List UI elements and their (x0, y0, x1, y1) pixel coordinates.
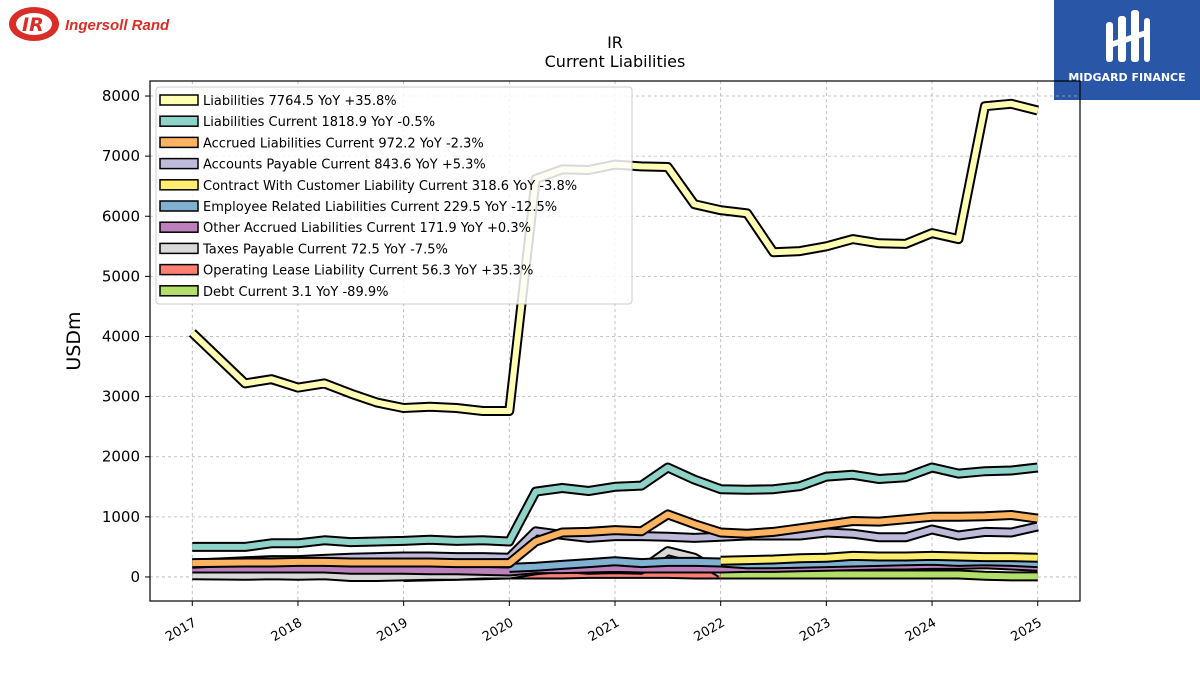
x-tick-label: 2022 (692, 615, 728, 645)
legend-label: Liabilities Current 1818.9 YoY -0.5% (203, 115, 435, 130)
legend-swatch (159, 242, 199, 255)
legend-label: Liabilities 7764.5 YoY +35.8% (203, 94, 397, 109)
y-axis-ticks: 0 1000 2000 3000 4000 5000 6000 7000 8000 (102, 87, 150, 586)
legend-entry: Contract With Customer Liability Current… (159, 179, 577, 194)
legend-swatch (159, 221, 199, 233)
y-tick-label: 4000 (102, 327, 140, 345)
logo-wordmark-text: Ingersoll Rand (65, 17, 170, 34)
y-tick-label: 8000 (102, 87, 140, 105)
y-tick-label: 0 (130, 568, 140, 586)
legend-swatch (159, 200, 199, 212)
legend-swatch (159, 94, 199, 106)
series-lines (188, 98, 1039, 582)
series-debt-current (720, 569, 1038, 582)
legend-entry: Employee Related Liabilities Current 229… (159, 200, 557, 215)
legend-entry: Liabilities Current 1818.9 YoY -0.5% (159, 115, 435, 130)
x-tick-label: 2023 (797, 615, 833, 645)
legend-entry: Operating Lease Liability Current 56.3 Y… (159, 263, 533, 279)
legend-label: Taxes Payable Current 72.5 YoY -7.5% (202, 242, 448, 257)
y-tick-label: 5000 (102, 267, 140, 285)
y-tick-label: 1000 (102, 508, 140, 526)
legend-box (155, 86, 633, 305)
ingersoll-rand-logo: IR Ingersoll Rand (4, 4, 174, 44)
logo-mark-text: IR (22, 14, 44, 36)
y-tick-label: 2000 (102, 448, 140, 466)
series-line (720, 571, 1038, 580)
x-tick-label: 2017 (163, 615, 199, 645)
y-tick-label: 7000 (102, 147, 140, 165)
chart-title: IR (607, 33, 623, 52)
legend-label: Other Accrued Liabilities Current 171.9 … (203, 221, 531, 236)
legend-label: Employee Related Liabilities Current 229… (203, 200, 557, 215)
midgard-finance-text: MIDGARD FINANCE (1068, 71, 1185, 84)
legend-label: Debt Current 3.1 YoY -89.9% (203, 285, 389, 300)
legend-entry: Debt Current 3.1 YoY -89.9% (159, 285, 389, 300)
legend-label: Accrued Liabilities Current 972.2 YoY -2… (203, 136, 484, 151)
x-tick-label: 2020 (480, 615, 516, 645)
midgard-emblem-icon (1106, 10, 1150, 62)
legend-swatch (159, 115, 199, 127)
x-tick-label: 2021 (586, 615, 622, 645)
x-tick-label: 2024 (903, 615, 939, 645)
x-tick-label: 2025 (1009, 615, 1045, 645)
x-axis-ticks: 2017 2018 2019 2020 2021 2022 2023 2024 2025 (163, 601, 1045, 645)
legend-swatch (159, 285, 199, 297)
legend-entry: Accrued Liabilities Current 972.2 YoY -2… (159, 136, 484, 151)
midgard-finance-logo: MIDGARD FINANCE (1054, 0, 1200, 100)
legend-entry: Accounts Payable Current 843.6 YoY +5.3% (159, 157, 486, 173)
x-tick-label: 2019 (374, 615, 410, 645)
series-accrued-liabilities-current (192, 509, 1039, 569)
y-axis-label: USDm (63, 311, 85, 370)
legend-label: Contract With Customer Liability Current… (203, 179, 577, 194)
y-tick-label: 3000 (102, 388, 140, 406)
legend-entry: Other Accrued Liabilities Current 171.9 … (159, 221, 531, 236)
series-line (720, 552, 1038, 564)
legend-entry: Liabilities 7764.5 YoY +35.8% (159, 94, 397, 109)
y-tick-label: 6000 (102, 207, 140, 225)
series-line (192, 511, 1039, 567)
series-liabilities-current (192, 462, 1039, 552)
chart-subtitle: Current Liabilities (545, 52, 686, 71)
x-tick-label: 2018 (269, 615, 305, 645)
legend-swatch (159, 263, 199, 276)
legend-label: Operating Lease Liability Current 56.3 Y… (203, 264, 533, 279)
legend: Liabilities 7764.5 YoY +35.8% Liabilities… (155, 86, 633, 305)
legend-swatch (159, 136, 199, 149)
series-line (192, 464, 1039, 550)
series-contract-with-customer-liability-current (720, 550, 1038, 566)
legend-label: Accounts Payable Current 843.6 YoY +5.3% (203, 158, 486, 173)
legend-swatch (159, 179, 199, 191)
legend-entry: Taxes Payable Current 72.5 YoY -7.5% (159, 242, 448, 257)
legend-swatch (159, 157, 199, 170)
